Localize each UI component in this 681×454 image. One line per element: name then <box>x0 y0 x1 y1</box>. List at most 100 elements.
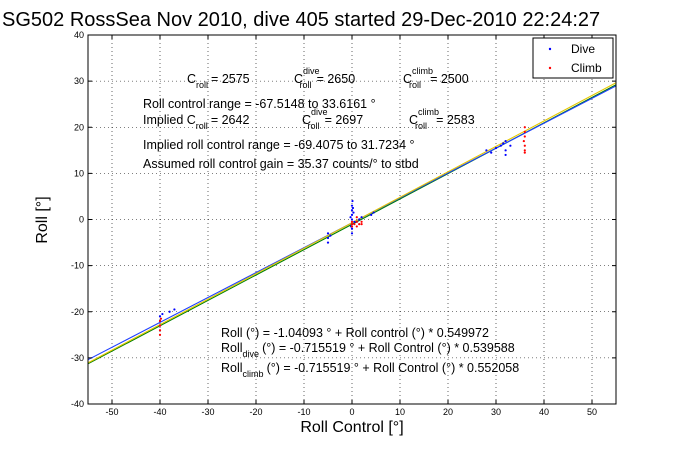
x-tick-label: 20 <box>443 407 453 417</box>
dive-point <box>326 241 330 244</box>
climb-point <box>158 319 162 323</box>
dive-point <box>326 236 330 240</box>
x-tick-label: 40 <box>539 407 549 417</box>
climb-point <box>358 223 361 226</box>
plot-frame <box>87 34 617 405</box>
dive-point <box>158 315 162 318</box>
dive-point <box>349 216 352 219</box>
x-tick-label: 10 <box>395 407 405 417</box>
dive-point <box>350 204 354 207</box>
implied-c-roll-annotation: Implied Croll = 2642 <box>143 113 249 131</box>
y-tick-label: 20 <box>74 122 84 132</box>
y-tick-label: 40 <box>74 30 84 40</box>
implied-c-roll-climb-annotation: Cclimb roll = 2583 <box>409 107 475 131</box>
x-tick-label: 30 <box>491 407 501 417</box>
y-tick-label: -30 <box>71 353 84 363</box>
climb-point <box>355 220 358 223</box>
y-tick-label: -40 <box>71 399 84 409</box>
y-tick-label: -10 <box>71 261 84 271</box>
dive-point <box>502 142 505 145</box>
climb-point <box>523 126 526 129</box>
legend: Dive Climb <box>532 37 614 79</box>
dive-point <box>490 151 493 154</box>
dive-point <box>499 144 502 147</box>
dive-point <box>360 216 363 219</box>
c-roll-climb-annotation: Cclimb roll = 2500 <box>403 66 469 90</box>
dive-point <box>350 232 354 235</box>
climb-point <box>158 333 162 336</box>
climb-point <box>350 225 354 228</box>
x-tick-label: -40 <box>153 407 166 417</box>
y-tick-label: 10 <box>74 168 84 178</box>
dive-point <box>173 308 176 311</box>
dive-point <box>350 209 354 212</box>
climb-point <box>522 139 525 143</box>
fit-climb-annotation: Rollclimb (°) = -0.715519 ° + Roll Contro… <box>221 361 519 379</box>
y-tick-label: -20 <box>71 307 84 317</box>
climb-point <box>158 329 162 332</box>
dive-point <box>350 227 354 230</box>
climb-point <box>158 324 162 327</box>
assumed-gain-annotation: Assumed roll control gain = 35.37 counts… <box>143 157 419 171</box>
implied-roll-control-range-annotation: Implied roll control range = -69.4075 to… <box>143 138 415 152</box>
fit-all-annotation: Roll (°) = -1.04093 ° + Roll control (°)… <box>221 326 489 340</box>
dive-point <box>485 149 488 152</box>
climb-point <box>523 144 526 147</box>
climb-point <box>355 216 358 219</box>
climb-point <box>159 317 163 320</box>
climb-point <box>360 223 363 226</box>
fit-dive-annotation: Rolldive (°) = -0.715519 ° + Roll Control… <box>221 341 515 359</box>
dive-point <box>329 234 332 237</box>
x-tick-label: -20 <box>249 407 262 417</box>
tick-labels: -50 -40 -30 -20 -10 0 10 20 30 40 50 -40 -30 -20 -10 0 1… <box>71 30 616 417</box>
climb-point <box>523 130 526 133</box>
y-axis-label: Roll [°] <box>34 196 51 243</box>
climb-point <box>523 151 526 154</box>
climb-point <box>523 149 526 152</box>
dive-point <box>351 206 355 210</box>
x-tick-label: -10 <box>297 407 310 417</box>
dive-point <box>350 213 354 216</box>
dive-point <box>370 213 373 216</box>
climb-point <box>355 225 358 228</box>
dive-point <box>326 232 330 235</box>
climb-point <box>353 223 356 226</box>
dive-point <box>353 220 356 223</box>
implied-c-roll-dive-annotation: Cdive roll = 2697 <box>302 107 363 131</box>
dive-point <box>352 211 355 214</box>
dive-point <box>509 144 512 147</box>
dive-point <box>372 211 375 214</box>
dive-point <box>504 153 507 157</box>
x-tick-label: 0 <box>349 407 354 417</box>
legend-box <box>532 37 614 79</box>
x-tick-label: -50 <box>105 407 118 417</box>
climb-point <box>360 220 363 223</box>
dive-point <box>358 218 361 221</box>
legend-dive-label: Dive <box>571 42 595 56</box>
data-points <box>158 126 526 336</box>
x-tick-label: -30 <box>201 407 214 417</box>
annotations: Croll = 2575 Cdive roll = 2650 Cclimb roll = … <box>143 66 519 379</box>
dive-point <box>350 218 354 221</box>
climb-point <box>350 223 354 226</box>
dive-point <box>168 310 171 313</box>
dive-point <box>351 199 354 203</box>
climb-point <box>523 135 526 138</box>
c-roll-annotation: Croll = 2575 <box>187 72 250 90</box>
dive-point <box>161 312 164 316</box>
dive-point <box>504 139 507 143</box>
y-tick-label: 30 <box>74 76 84 86</box>
chart-title: SG502 RossSea Nov 2010, dive 405 started… <box>2 9 600 31</box>
x-tick-label: 50 <box>587 407 597 417</box>
legend-climb-label: Climb <box>571 61 602 75</box>
roll-control-range-annotation: Roll control range = -67.5148 to 33.6161… <box>143 97 376 111</box>
c-roll-dive-annotation: Cdive roll = 2650 <box>294 66 355 90</box>
x-axis-label: Roll Control [°] <box>300 419 403 436</box>
dive-point <box>504 149 507 152</box>
legend-climb-marker <box>548 66 552 70</box>
dive-point <box>494 146 498 150</box>
legend-dive-marker <box>548 47 552 51</box>
y-tick-label: 0 <box>79 215 84 225</box>
climb-point <box>350 220 354 223</box>
